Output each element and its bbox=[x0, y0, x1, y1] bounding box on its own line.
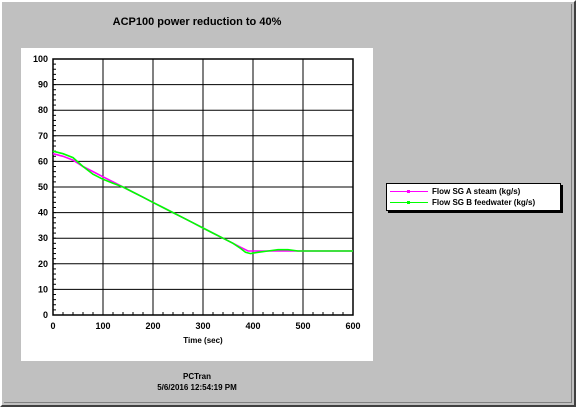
x-tick-label: 200 bbox=[145, 321, 160, 331]
y-tick-label: 90 bbox=[38, 80, 48, 90]
chart-legend: Flow SG A steam (kg/s) Flow SG B feedwat… bbox=[386, 183, 561, 211]
plot-panel: 0 10 20 30 40 50 60 70 80 90 100 0 100 200 300 400 500 60… bbox=[21, 48, 373, 361]
legend-label: Flow SG B feedwater (kg/s) bbox=[432, 198, 536, 207]
y-tick-label: 30 bbox=[38, 233, 48, 243]
y-tick-label: 10 bbox=[38, 284, 48, 294]
y-tick-label: 80 bbox=[38, 105, 48, 115]
y-tick-label: 60 bbox=[38, 156, 48, 166]
series-line-feedwater-flow bbox=[52, 150, 353, 255]
legend-item-feedwater-flow: Flow SG B feedwater (kg/s) bbox=[390, 197, 535, 208]
x-axis-title: Time (sec) bbox=[183, 336, 223, 345]
x-tick-label: 300 bbox=[195, 321, 210, 331]
line-chart: 0 10 20 30 40 50 60 70 80 90 100 0 100 200 300 400 500 60… bbox=[33, 54, 361, 345]
legend-item-steam-flow: Flow SG A steam (kg/s) bbox=[390, 186, 520, 197]
x-tick-label: 0 bbox=[50, 321, 55, 331]
x-tick-label: 500 bbox=[295, 321, 310, 331]
x-tick-label: 100 bbox=[95, 321, 110, 331]
y-tick-label: 50 bbox=[38, 182, 48, 192]
legend-swatch-magenta bbox=[390, 186, 428, 197]
y-tick-label: 100 bbox=[33, 54, 48, 64]
footer-program-name: PCTran bbox=[182, 372, 211, 381]
footer-timestamp: 5/6/2016 12:54:19 PM bbox=[157, 383, 237, 392]
plot-frame bbox=[52, 58, 354, 316]
legend-label: Flow SG A steam (kg/s) bbox=[432, 187, 521, 196]
legend-swatch-green bbox=[390, 197, 428, 208]
x-tick-label: 600 bbox=[345, 321, 360, 331]
y-tick-label: 70 bbox=[38, 131, 48, 141]
x-tick-label: 400 bbox=[245, 321, 260, 331]
chart-title: ACP100 power reduction to 40% bbox=[112, 16, 282, 28]
y-tick-label: 0 bbox=[43, 310, 48, 320]
y-tick-label: 40 bbox=[38, 208, 48, 218]
y-tick-label: 20 bbox=[38, 259, 48, 269]
